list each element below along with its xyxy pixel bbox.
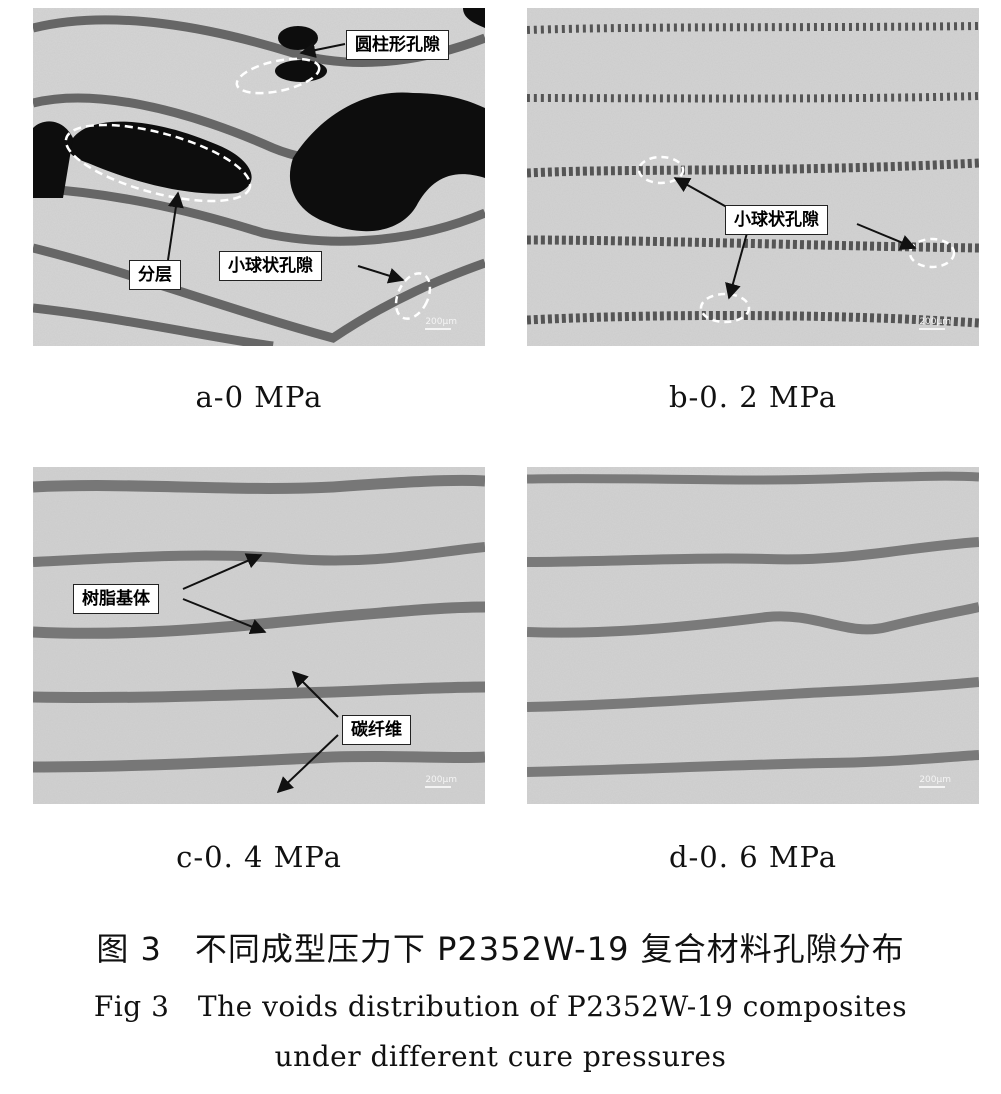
caption-d: d-0. 6 MPa (668, 840, 838, 874)
caption-b: b-0. 2 MPa (668, 380, 838, 414)
scale-bar: 200μm (425, 775, 457, 788)
scale-bar: 200μm (919, 775, 951, 788)
micrograph-c: 树脂基体 碳纤维 200μm (33, 467, 485, 804)
label-carbon-fiber: 碳纤维 (342, 715, 411, 745)
micrograph-d: 200μm (527, 467, 979, 804)
label-small-spherical-void: 小球状孔隙 (219, 251, 322, 281)
figure-title-en-line2: under different cure pressures (274, 1040, 727, 1073)
label-small-spherical-void: 小球状孔隙 (725, 205, 828, 235)
figure-title-en-line1: Fig 3 The voids distribution of P2352W-1… (93, 990, 908, 1023)
micrograph-b: 小球状孔隙 200μm (527, 8, 979, 346)
scale-bar: 200μm (919, 317, 951, 330)
label-cylindrical-void: 圆柱形孔隙 (346, 30, 449, 60)
scale-bar: 200μm (425, 317, 457, 330)
figure-title-cn: 图 3 不同成型压力下 P2352W-19 复合材料孔隙分布 (96, 930, 905, 968)
micrograph-a: 圆柱形孔隙 分层 小球状孔隙 200μm (33, 8, 485, 346)
caption-c: c-0. 4 MPa (176, 840, 342, 874)
label-delamination: 分层 (129, 260, 181, 290)
caption-a: a-0 MPa (195, 380, 323, 414)
label-resin-matrix: 树脂基体 (73, 584, 159, 614)
